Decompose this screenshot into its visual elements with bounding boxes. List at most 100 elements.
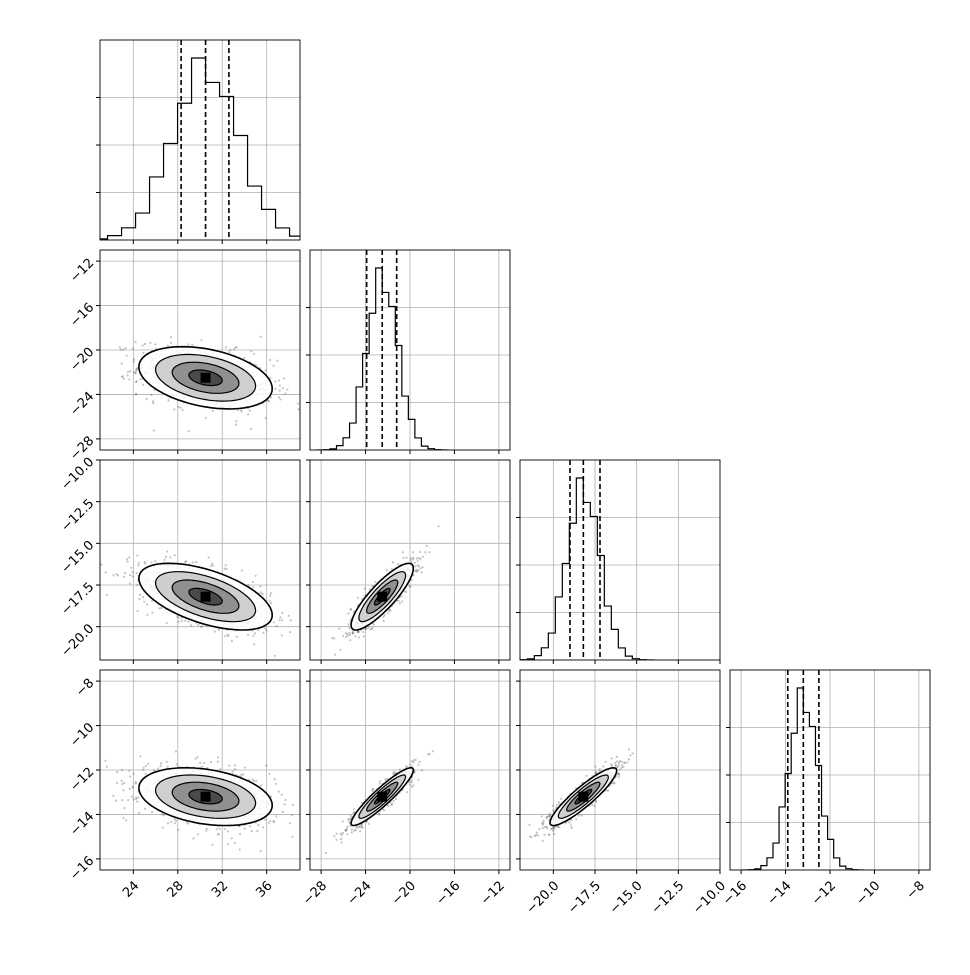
sample-point <box>116 782 118 784</box>
sample-point <box>146 603 148 605</box>
sample-point <box>181 620 183 622</box>
sample-point <box>142 769 144 771</box>
sample-point <box>338 628 340 630</box>
sample-point <box>556 804 558 806</box>
sample-point <box>350 815 352 817</box>
sample-point <box>138 598 140 600</box>
sample-point <box>264 369 266 371</box>
sample-point <box>126 558 128 560</box>
sample-point <box>255 575 257 577</box>
sample-point <box>288 615 290 617</box>
sample-point <box>120 349 122 351</box>
sample-point <box>142 384 144 386</box>
sample-point <box>336 833 338 835</box>
sample-point <box>197 624 199 626</box>
sample-point <box>611 757 613 759</box>
panel-content <box>325 750 434 854</box>
sample-point <box>143 767 145 769</box>
sample-point <box>137 796 139 798</box>
sample-point <box>179 406 181 408</box>
sample-point <box>279 616 281 618</box>
sample-point <box>153 769 155 771</box>
sample-point <box>121 769 123 771</box>
sample-point <box>351 828 353 830</box>
sample-point <box>125 819 127 821</box>
sample-point <box>188 430 190 432</box>
sample-point <box>126 355 128 357</box>
sample-point <box>347 612 349 614</box>
panel-content <box>97 551 313 657</box>
density-peak <box>377 592 387 602</box>
sample-point <box>162 827 164 829</box>
sample-point <box>149 342 151 344</box>
sample-point <box>145 773 147 775</box>
sample-point <box>123 807 125 809</box>
sample-point <box>270 602 272 604</box>
sample-point <box>252 581 254 583</box>
sample-point <box>135 341 137 343</box>
sample-point <box>239 849 241 851</box>
sample-point <box>347 635 349 637</box>
sample-point <box>70 348 72 350</box>
sample-point <box>140 378 142 380</box>
sample-point <box>201 766 203 768</box>
sample-point <box>416 569 418 571</box>
sample-point <box>142 352 144 354</box>
sample-point <box>228 765 230 767</box>
sample-point <box>350 609 352 611</box>
sample-point <box>199 762 201 764</box>
sample-point <box>174 554 176 556</box>
sample-point <box>132 575 134 577</box>
panel-3-1 <box>306 670 510 874</box>
sample-point <box>379 782 381 784</box>
sample-point <box>174 822 176 824</box>
sample-point <box>201 625 203 627</box>
sample-point <box>249 410 251 412</box>
sample-point <box>284 393 286 395</box>
sample-point <box>257 824 259 826</box>
sample-point <box>581 814 583 816</box>
sample-point <box>104 760 106 762</box>
sample-point <box>334 654 336 656</box>
sample-point <box>192 561 194 563</box>
sample-point <box>225 346 227 348</box>
sample-point <box>268 400 270 402</box>
sample-point <box>399 602 401 604</box>
sample-point <box>409 586 411 588</box>
sample-point <box>236 636 238 638</box>
sample-point <box>120 780 122 782</box>
sample-point <box>247 413 249 415</box>
density-peak <box>201 373 211 383</box>
sample-point <box>278 619 280 621</box>
sample-point <box>150 394 152 396</box>
sample-point <box>178 621 180 623</box>
sample-point <box>161 813 163 815</box>
sample-point <box>166 622 168 624</box>
sample-point <box>228 351 230 353</box>
density-peak <box>377 792 387 802</box>
sample-point <box>127 561 129 563</box>
sample-point <box>424 551 426 553</box>
sample-point <box>401 595 403 597</box>
sample-point <box>359 830 361 832</box>
sample-point <box>438 525 440 527</box>
sample-point <box>165 556 167 558</box>
sample-point <box>391 803 393 805</box>
sample-point <box>362 631 364 633</box>
sample-point <box>151 600 153 602</box>
sample-point <box>272 820 274 822</box>
sample-point <box>112 795 114 797</box>
sample-point <box>411 781 413 783</box>
sample-point <box>177 829 179 831</box>
sample-point <box>260 336 262 338</box>
sample-point <box>144 563 146 565</box>
sample-point <box>618 764 620 766</box>
sample-point <box>290 619 292 621</box>
sample-point <box>187 343 189 345</box>
sample-point <box>210 761 212 763</box>
sample-point <box>412 557 414 559</box>
sample-point <box>414 565 416 567</box>
sample-point <box>136 572 138 574</box>
sample-point <box>304 395 306 397</box>
